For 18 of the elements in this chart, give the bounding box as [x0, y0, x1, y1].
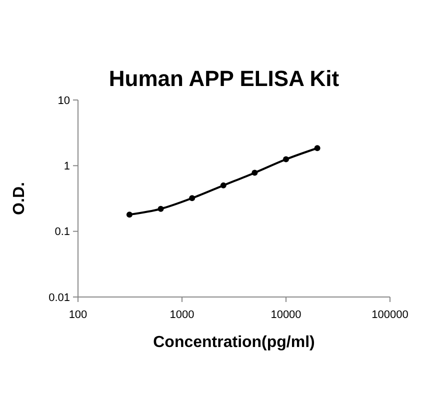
x-tick-label: 10000 [270, 309, 302, 321]
x-tick-label: 100 [68, 309, 88, 321]
point [158, 206, 164, 212]
point [189, 195, 196, 202]
point [314, 145, 320, 152]
y-tick-label: 1 [64, 160, 70, 173]
x-tick-label: 100000 [372, 309, 408, 321]
y-axis-title: O.D. [11, 182, 28, 215]
chart-title: Human APP ELISA Kit [108, 66, 340, 91]
y-tick-label: 0.1 [54, 226, 70, 238]
y-tick-label: 10 [58, 94, 70, 107]
point [283, 156, 289, 162]
x-tick-label: 1000 [170, 309, 194, 321]
point [252, 170, 258, 176]
y-tick-label: 0.01 [48, 292, 70, 304]
x-axis-title: Concentration(pg/ml) [153, 334, 315, 351]
point [220, 182, 226, 188]
point [126, 212, 132, 218]
